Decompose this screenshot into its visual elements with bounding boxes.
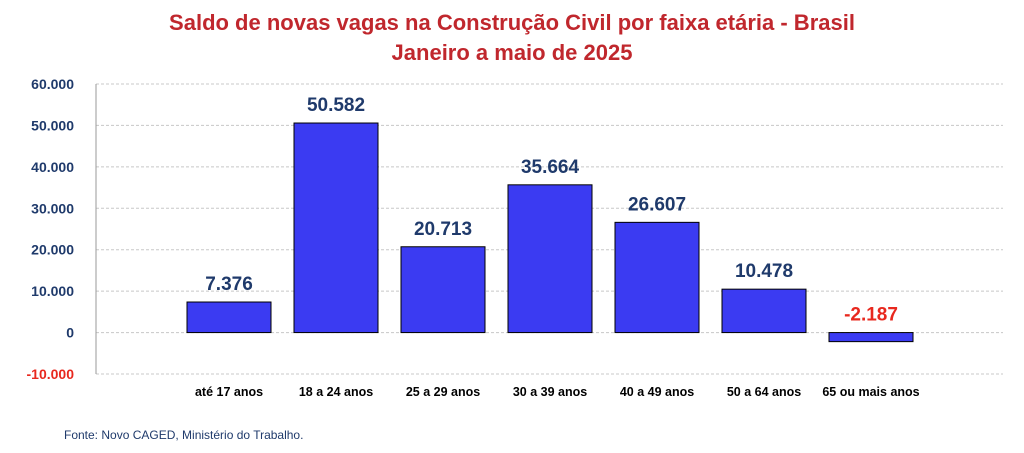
bar: [507, 184, 593, 334]
y-tick-label: 20.000: [31, 242, 74, 258]
x-tick-label: 18 a 24 anos: [299, 385, 373, 399]
bar: [293, 122, 379, 334]
y-axis: 60.000 50.000 40.000 30.000 20.000 10.000 0 -10…: [27, 76, 97, 382]
data-label: 10.478: [735, 261, 793, 282]
data-label: 35.664: [521, 157, 580, 178]
x-tick-label: 50 a 64 anos: [727, 385, 801, 399]
data-labels: 7.376 50.582 20.713 35.664 26.607 10.478 -2.18…: [205, 95, 898, 326]
y-tick-label: 40.000: [31, 159, 74, 175]
data-label: 7.376: [205, 274, 253, 295]
source-note: Fonte: Novo CAGED, Ministério do Trabalh…: [64, 428, 304, 442]
y-tick-label: -10.000: [27, 366, 75, 382]
bar: [828, 332, 914, 343]
x-tick-label: 40 a 49 anos: [620, 385, 694, 399]
bar: [614, 221, 700, 334]
data-label: 50.582: [307, 95, 365, 116]
x-tick-label: 65 ou mais anos: [822, 385, 919, 399]
y-tick-label: 0: [66, 325, 74, 341]
bar: [721, 288, 807, 334]
y-tick-label: 60.000: [31, 76, 74, 92]
y-tick-label: 10.000: [31, 283, 74, 299]
x-tick-label: 30 a 39 anos: [513, 385, 587, 399]
x-tick-label: 25 a 29 anos: [406, 385, 480, 399]
data-label: 26.607: [628, 194, 686, 215]
bar: [186, 301, 272, 334]
chart-subtitle: Janeiro a maio de 2025: [391, 40, 633, 65]
data-label: -2.187: [844, 305, 898, 326]
bars: [186, 122, 914, 343]
chart-title: Saldo de novas vagas na Construção Civil…: [169, 10, 855, 35]
x-axis-labels: até 17 anos 18 a 24 anos 25 a 29 anos 30 a …: [195, 385, 920, 399]
data-label: 20.713: [414, 219, 472, 240]
y-tick-label: 50.000: [31, 117, 74, 133]
x-tick-label: até 17 anos: [195, 385, 263, 399]
y-tick-label: 30.000: [31, 200, 74, 216]
chart-title-block: Saldo de novas vagas na Construção Civil…: [0, 8, 1024, 68]
bar: [400, 246, 486, 334]
